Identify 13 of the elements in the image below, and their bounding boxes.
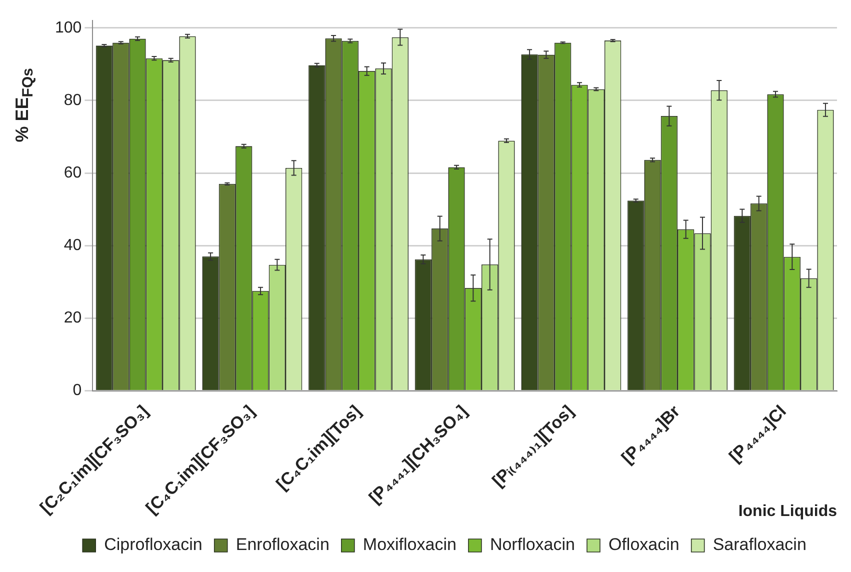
y-tick-label: 80 <box>64 92 82 109</box>
y-tick-label: 0 <box>72 382 82 400</box>
legend-label: Sarafloxacin <box>712 535 806 554</box>
y-tick-label: 20 <box>64 310 82 327</box>
x-axis-title: Ionic Liquids <box>738 502 838 520</box>
legend-label: Ofloxacin <box>608 535 680 554</box>
legend-label: Moxifloxacin <box>362 535 456 554</box>
y-tick-label: 60 <box>64 164 82 182</box>
legend-label: Norfloxacin <box>490 535 575 554</box>
y-tick-label: 40 <box>64 237 82 254</box>
y-tick-label: 100 <box>54 19 82 36</box>
legend-label: Ciprofloxacin <box>104 535 202 554</box>
legend-label: Enrofloxacin <box>236 535 330 554</box>
